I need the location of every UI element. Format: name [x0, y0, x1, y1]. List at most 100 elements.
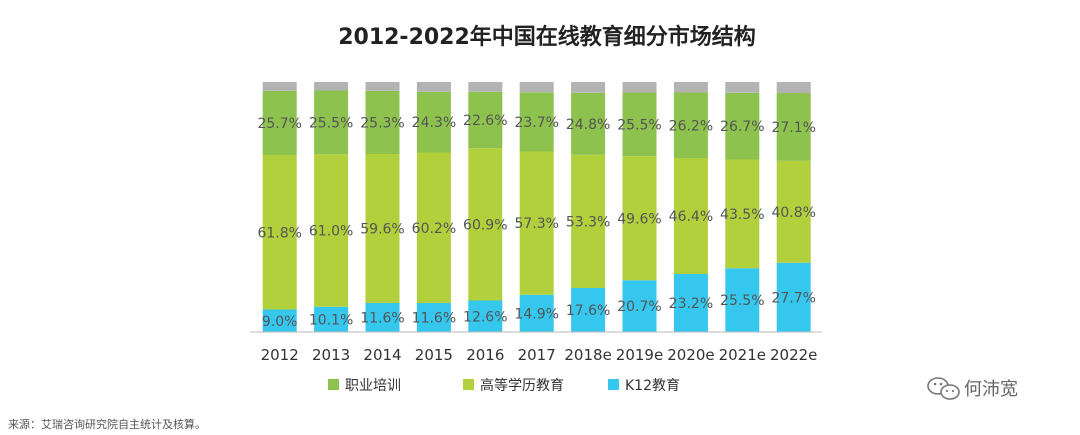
bar-segment: [468, 300, 503, 332]
data-label: 14.9%: [514, 306, 558, 322]
data-label: 17.6%: [566, 303, 610, 319]
data-label: 25.5%: [309, 115, 353, 131]
bar-segment: [262, 82, 297, 91]
x-tick-label: 2015: [415, 346, 453, 364]
bar-segment: [622, 280, 657, 332]
bar-segment: [365, 82, 400, 91]
bar-segment: [262, 90, 297, 155]
legend-swatch: [463, 379, 474, 390]
chart-title: 2012-2022年中国在线教育细分市场结构: [338, 24, 756, 50]
data-label: 57.3%: [514, 216, 558, 232]
data-label: 23.7%: [514, 115, 558, 131]
bar-segment: [673, 82, 708, 93]
bar-segment: [468, 91, 503, 149]
x-tick-label: 2019e: [616, 346, 663, 364]
x-tick-label: 2017: [518, 346, 556, 364]
bar-segment: [776, 82, 811, 93]
x-tick-label: 2013: [312, 346, 350, 364]
x-tick-label: 2018e: [564, 346, 611, 364]
bar-segment: [416, 152, 451, 303]
data-label: 26.7%: [720, 119, 764, 135]
data-label: 24.8%: [566, 117, 610, 133]
data-label: 23.2%: [669, 296, 713, 312]
bar-segment: [365, 90, 400, 154]
data-label: 24.3%: [412, 115, 456, 131]
data-label: 11.6%: [412, 311, 456, 327]
data-label: 59.6%: [360, 222, 404, 238]
data-label: 25.5%: [617, 117, 661, 133]
bar-segment: [314, 82, 349, 91]
data-label: 53.3%: [566, 214, 610, 230]
bar-segment: [725, 268, 760, 332]
x-tick-label: 2020e: [667, 346, 714, 364]
data-label: 60.9%: [463, 217, 507, 233]
bar-segment: [673, 274, 708, 332]
bar-segment: [622, 92, 657, 157]
bar-segment: [519, 294, 554, 332]
bar-segment: [776, 262, 811, 332]
bar-segment: [725, 82, 760, 93]
data-label: 27.7%: [771, 290, 815, 306]
data-label: 49.6%: [617, 211, 661, 227]
bar-segment: [314, 154, 349, 307]
bar-segment: [262, 155, 297, 310]
data-label: 40.8%: [771, 205, 815, 221]
data-label: 25.7%: [257, 116, 301, 132]
data-label: 12.6%: [463, 309, 507, 325]
bar-segment: [519, 82, 554, 93]
data-label: 9.0%: [262, 314, 298, 330]
source-note: 来源：艾瑞咨询研究院自主统计及核算。: [8, 417, 206, 431]
bar-segment: [416, 82, 451, 92]
watermark: 何沛宽: [927, 377, 1018, 400]
bar-segment: [314, 90, 349, 155]
bar-segment: [468, 82, 503, 92]
bar-segment: [365, 303, 400, 332]
bar-segment: [571, 92, 606, 155]
bar-segment: [468, 148, 503, 301]
legend-label: K12教育: [625, 378, 680, 394]
legend-label: 职业培训: [345, 378, 401, 394]
bar-segment: [571, 154, 606, 288]
bar-segment: [776, 160, 811, 263]
wechat-icon: [927, 377, 960, 400]
bar-segment: [673, 92, 708, 158]
data-label: 25.5%: [720, 293, 764, 309]
bar-segment: [776, 93, 811, 161]
data-label: 27.1%: [771, 120, 815, 136]
bar-segment: [622, 82, 657, 93]
bar-group: 9.0% 61.8% 25.7% 10.1% 61.0% 25.5% 11.6% 59.6% 2…: [257, 82, 816, 332]
data-label: 61.0%: [309, 224, 353, 240]
bar-segment: [622, 156, 657, 281]
data-label: 46.4%: [669, 209, 713, 225]
legend: 职业培训 高等学历教育 K12教育: [328, 377, 680, 394]
legend-swatch: [608, 379, 619, 390]
watermark-text: 何沛宽: [964, 379, 1018, 400]
x-tick-label: 2014: [363, 346, 401, 364]
bar-segment: [416, 303, 451, 332]
bar-segment: [725, 159, 760, 269]
x-tick-label: 2016: [466, 346, 504, 364]
data-label: 22.6%: [463, 113, 507, 129]
bar-segment: [416, 91, 451, 153]
data-label: 20.7%: [617, 299, 661, 315]
legend-swatch: [328, 379, 339, 390]
legend-label: 高等学历教育: [480, 377, 564, 394]
x-tick-label: 2022e: [770, 346, 817, 364]
x-tick-label: 2012: [261, 346, 299, 364]
data-label: 26.2%: [669, 118, 713, 134]
bar-segment: [571, 82, 606, 93]
data-label: 61.8%: [257, 225, 301, 241]
bar-segment: [673, 158, 708, 274]
bar-segment: [519, 92, 554, 152]
bar-segment: [519, 151, 554, 295]
data-label: 10.1%: [309, 312, 353, 328]
bar-segment: [725, 92, 760, 160]
bar-segment: [314, 306, 349, 332]
bar-segment: [571, 288, 606, 332]
data-label: 11.6%: [360, 311, 404, 327]
data-label: 43.5%: [720, 207, 764, 223]
bar-segment: [262, 309, 297, 332]
data-label: 60.2%: [412, 221, 456, 237]
